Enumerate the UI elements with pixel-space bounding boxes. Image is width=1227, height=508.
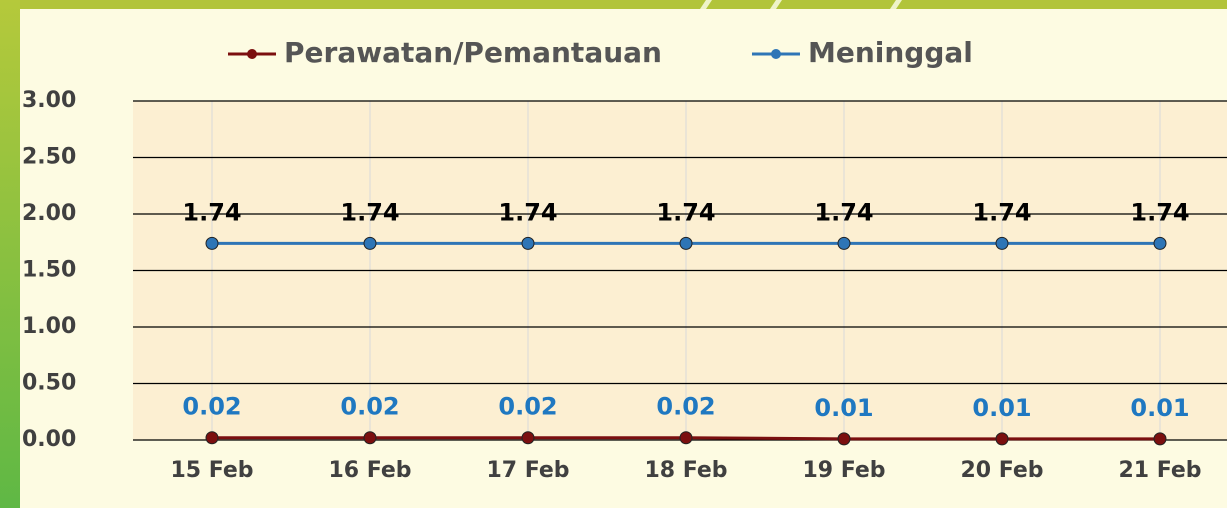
data-label: 1.74	[498, 198, 557, 226]
legend-label: Perawatan/Pemantauan	[284, 36, 662, 69]
data-label: 1.74	[182, 198, 241, 226]
x-tick-label: 20 Feb	[960, 458, 1043, 483]
y-tick-label: 1.50	[22, 258, 76, 283]
marker	[995, 432, 1009, 446]
data-label: 0.02	[656, 393, 715, 421]
x-tick-label: 19 Feb	[802, 458, 885, 483]
data-label: 0.02	[498, 393, 557, 421]
marker	[837, 432, 851, 446]
y-tick-label: 2.50	[22, 145, 76, 170]
y-tick-label: 1.00	[22, 314, 76, 339]
data-label: 1.74	[814, 198, 873, 226]
data-label: 1.74	[1130, 198, 1189, 226]
x-tick-label: 15 Feb	[170, 458, 253, 483]
top-band	[0, 0, 1227, 9]
marker	[205, 236, 219, 250]
stripe	[890, 0, 902, 9]
marker	[521, 431, 535, 445]
legend-marker	[770, 49, 781, 59]
x-tick-label: 16 Feb	[328, 458, 411, 483]
stripe	[770, 0, 782, 9]
marker	[205, 431, 219, 445]
x-tick-label: 17 Feb	[486, 458, 569, 483]
data-label: 0.02	[182, 393, 241, 421]
x-tick-label: 18 Feb	[644, 458, 727, 483]
y-tick-label: 0.50	[22, 371, 76, 396]
marker	[363, 431, 377, 445]
x-tick-label: 21 Feb	[1118, 458, 1201, 483]
marker	[679, 236, 693, 250]
data-label: 0.01	[814, 394, 873, 422]
y-tick-label: 0.00	[22, 427, 76, 452]
marker	[995, 236, 1009, 250]
data-label: 1.74	[656, 198, 715, 226]
data-label: 1.74	[972, 198, 1031, 226]
legend-marker	[247, 49, 257, 59]
marker	[679, 431, 693, 445]
marker	[837, 236, 851, 250]
marker	[521, 236, 535, 250]
legend-label: Meninggal	[808, 36, 973, 69]
data-label: 0.01	[1130, 394, 1189, 422]
y-tick-label: 2.00	[22, 201, 76, 226]
marker	[1153, 432, 1167, 446]
data-label: 0.01	[972, 394, 1031, 422]
data-label: 1.74	[340, 198, 399, 226]
y-tick-label: 3.00	[22, 88, 76, 113]
marker	[1153, 236, 1167, 250]
left-band	[0, 0, 20, 508]
stripe	[700, 0, 712, 9]
marker	[363, 236, 377, 250]
data-label: 0.02	[340, 393, 399, 421]
